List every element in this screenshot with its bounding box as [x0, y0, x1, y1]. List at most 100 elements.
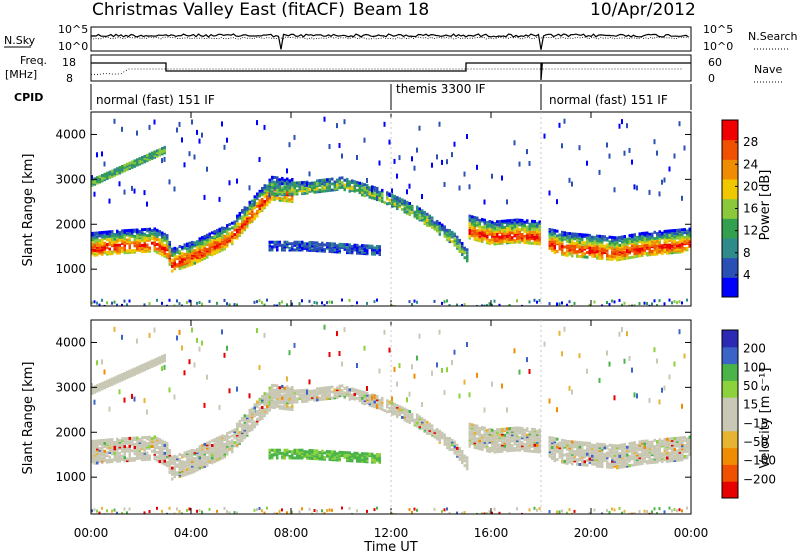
- velocity-cell: [456, 453, 459, 457]
- velocity-cell: [93, 460, 96, 464]
- power-cell: [286, 199, 289, 203]
- power-cell: [643, 249, 646, 252]
- velocity-cell: [348, 456, 351, 460]
- power-cell: [223, 298, 226, 302]
- velocity-cell: [443, 438, 446, 442]
- power-cell: [256, 195, 259, 199]
- velocity-cell: [206, 455, 209, 459]
- power-cell: [666, 250, 669, 254]
- power-cell: [523, 234, 526, 238]
- power-cell: [508, 241, 511, 245]
- power-cell: [193, 258, 196, 262]
- power-cell: [613, 250, 616, 254]
- power-cell: [488, 227, 491, 231]
- power-cell: [221, 121, 223, 127]
- power-cell: [161, 301, 163, 305]
- power-cell: [161, 158, 163, 164]
- velocity-cell: [326, 387, 329, 391]
- power-cell: [243, 220, 246, 224]
- power-cell: [646, 231, 649, 235]
- power-cell: [408, 202, 411, 205]
- velocity-cell: [363, 455, 366, 459]
- power-cell: [653, 230, 656, 234]
- power-cell: [101, 249, 104, 253]
- power-cell: [478, 239, 481, 243]
- velocity-cell: [476, 445, 479, 449]
- velocity-cell: [371, 395, 373, 401]
- velocity-cell: [326, 509, 328, 513]
- power-cell: [266, 194, 269, 197]
- power-cell: [548, 232, 551, 236]
- power-cell: [233, 228, 236, 232]
- velocity-cell: [113, 445, 116, 449]
- power-cell: [423, 217, 426, 221]
- power-cell: [536, 221, 539, 225]
- power-cell: [113, 237, 116, 241]
- power-cell: [558, 236, 561, 240]
- velocity-cell: [281, 508, 283, 512]
- power-cell: [183, 246, 186, 250]
- velocity-cell: [226, 443, 229, 447]
- power-cell: [668, 231, 671, 234]
- velocity-cell: [183, 451, 186, 455]
- power-cell: [278, 190, 281, 194]
- velocity-cell: [121, 437, 124, 441]
- velocity-cell: [123, 507, 126, 511]
- power-cell: [328, 185, 331, 189]
- power-cell: [561, 251, 564, 255]
- velocity-cell: [311, 512, 313, 514]
- velocity-cell: [208, 507, 211, 511]
- power-cell: [188, 151, 191, 157]
- velocity-cell: [491, 428, 494, 432]
- power-cell: [366, 190, 369, 194]
- power-cell: [101, 235, 104, 239]
- velocity-cell: [138, 450, 141, 454]
- power-cell: [398, 205, 401, 209]
- power-cell: [196, 251, 199, 255]
- power-cell: [228, 222, 231, 226]
- power-cell: [373, 248, 376, 251]
- power-cell: [586, 160, 588, 166]
- power-cell: [203, 256, 206, 260]
- power-cell: [633, 244, 636, 248]
- power-cell: [581, 236, 584, 240]
- power-cell: [556, 234, 559, 238]
- power-cell: [641, 239, 644, 243]
- power-cell: [583, 244, 586, 248]
- power-cell: [276, 192, 279, 195]
- power-cell: [143, 242, 146, 246]
- power-cell: [246, 219, 249, 223]
- velocity-cell: [216, 436, 219, 440]
- power-cell: [646, 240, 649, 244]
- power-cell: [186, 263, 189, 266]
- velocity-cell: [436, 435, 439, 439]
- power-cell: [346, 181, 349, 185]
- power-cell: [386, 191, 389, 195]
- velocity-cell: [103, 445, 106, 449]
- power-cell: [633, 252, 636, 256]
- power-cell: [536, 300, 538, 304]
- power-cell: [626, 256, 629, 260]
- power-cell: [426, 223, 429, 227]
- power-cell: [418, 216, 421, 220]
- power-cell: [311, 189, 314, 193]
- power-cell: [633, 234, 636, 238]
- velocity-cell: [288, 400, 291, 404]
- power-cell: [443, 225, 446, 229]
- power-cell: [141, 161, 144, 165]
- power-cell: [271, 248, 274, 252]
- y-tick-label: 4000: [55, 127, 86, 141]
- power-cell: [248, 216, 251, 220]
- velocity-cell: [128, 458, 131, 462]
- velocity-cell: [218, 457, 221, 461]
- velocity-cell: [106, 446, 109, 450]
- velocity-cell: [251, 428, 254, 432]
- velocity-cell: [341, 506, 343, 510]
- velocity-cell: [243, 423, 246, 427]
- power-cell: [121, 240, 124, 244]
- velocity-cell: [321, 509, 323, 513]
- power-cell: [378, 194, 381, 197]
- velocity-cell: [323, 451, 326, 455]
- velocity-cell: [423, 420, 426, 424]
- power-cell: [321, 301, 323, 305]
